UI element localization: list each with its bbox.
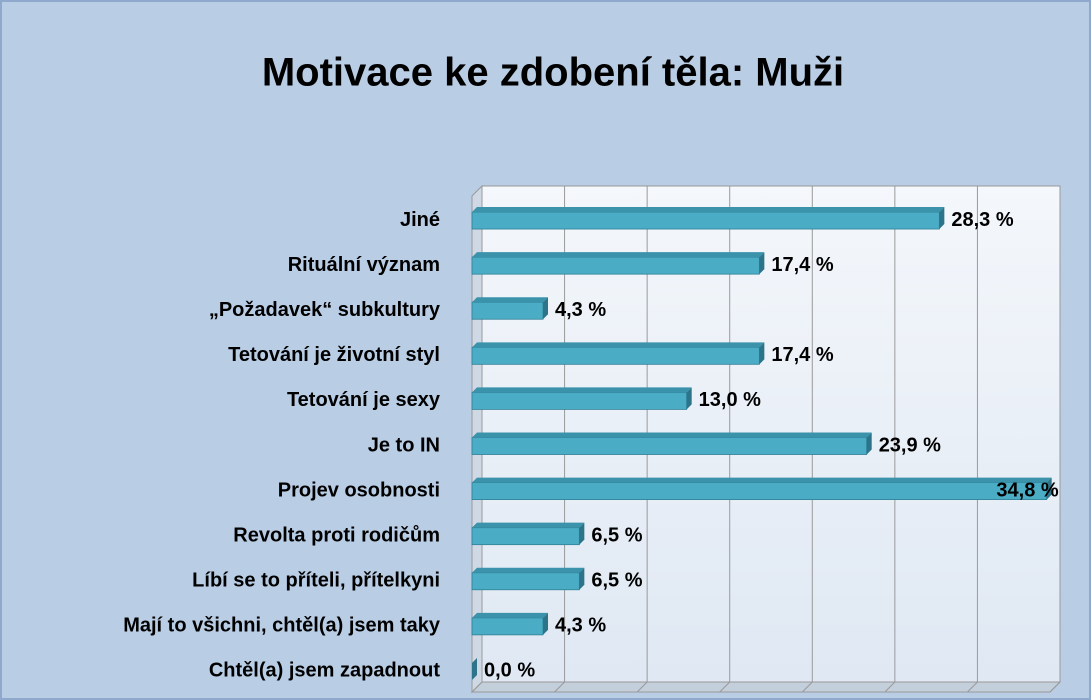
bar bbox=[471, 527, 580, 546]
bar-side bbox=[579, 567, 585, 590]
value-label: 4,3 % bbox=[555, 299, 606, 321]
category-label: Projev osobnosti bbox=[278, 479, 440, 501]
bar-side bbox=[543, 297, 549, 320]
bar-side bbox=[543, 612, 549, 635]
bar bbox=[471, 211, 940, 230]
bar-top bbox=[472, 612, 549, 618]
bar bbox=[471, 437, 868, 455]
bar-top bbox=[472, 252, 765, 258]
bar-top bbox=[472, 477, 1052, 483]
value-label: 23,9 % bbox=[879, 434, 941, 456]
bar-top bbox=[472, 207, 945, 213]
bar-side bbox=[472, 657, 477, 680]
bar-top bbox=[472, 297, 549, 303]
category-label: Líbí se to příteli, přítelkyni bbox=[192, 570, 440, 592]
bar bbox=[471, 392, 688, 410]
category-label: Mají to všichni, chtěl(a) jsem taky bbox=[123, 615, 441, 637]
category-label: Tetování je životní styl bbox=[228, 344, 440, 366]
value-label: 13,0 % bbox=[699, 389, 761, 411]
bar-side bbox=[939, 207, 945, 230]
bar-top bbox=[472, 432, 872, 438]
bar-side bbox=[686, 387, 692, 410]
value-label: 6,5 % bbox=[591, 570, 642, 592]
bar bbox=[471, 256, 760, 275]
value-label: 17,4 % bbox=[771, 254, 833, 276]
bar bbox=[471, 346, 760, 365]
category-label: Revolta proti rodičům bbox=[233, 524, 440, 546]
bar-top bbox=[472, 567, 585, 573]
value-label: 17,4 % bbox=[771, 344, 833, 366]
grid-line bbox=[1049, 186, 1061, 693]
bar-side bbox=[759, 252, 765, 275]
bar bbox=[471, 482, 1048, 500]
value-label: 6,5 % bbox=[591, 524, 642, 546]
category-label: Tetování je sexy bbox=[287, 389, 441, 411]
value-label: 0,0 % bbox=[484, 660, 535, 682]
value-label: 34,8 % bbox=[996, 479, 1058, 501]
grid-line bbox=[801, 186, 813, 693]
bar-top bbox=[472, 387, 692, 393]
bar-side bbox=[866, 432, 872, 455]
bar-top bbox=[472, 342, 765, 348]
grid-line bbox=[884, 186, 896, 693]
bar bbox=[471, 617, 544, 636]
bar bbox=[471, 301, 544, 320]
value-label: 4,3 % bbox=[555, 615, 606, 637]
chart-title: Motivace ke zdobení těla: Muži bbox=[262, 51, 844, 95]
bar-side bbox=[579, 522, 585, 545]
bar-side bbox=[759, 342, 765, 365]
value-label: 28,3 % bbox=[951, 209, 1013, 231]
bar-side bbox=[1046, 477, 1052, 500]
grid-line bbox=[967, 186, 978, 693]
category-label: Jiné bbox=[400, 209, 440, 231]
category-label: Je to IN bbox=[368, 434, 440, 456]
category-label: Chtěl(a) jsem zapadnout bbox=[209, 660, 440, 682]
bar bbox=[471, 572, 580, 591]
bar-top bbox=[472, 522, 585, 528]
category-label: Rituální význam bbox=[288, 254, 440, 276]
category-label: „Požadavek“ subkultury bbox=[209, 299, 441, 321]
